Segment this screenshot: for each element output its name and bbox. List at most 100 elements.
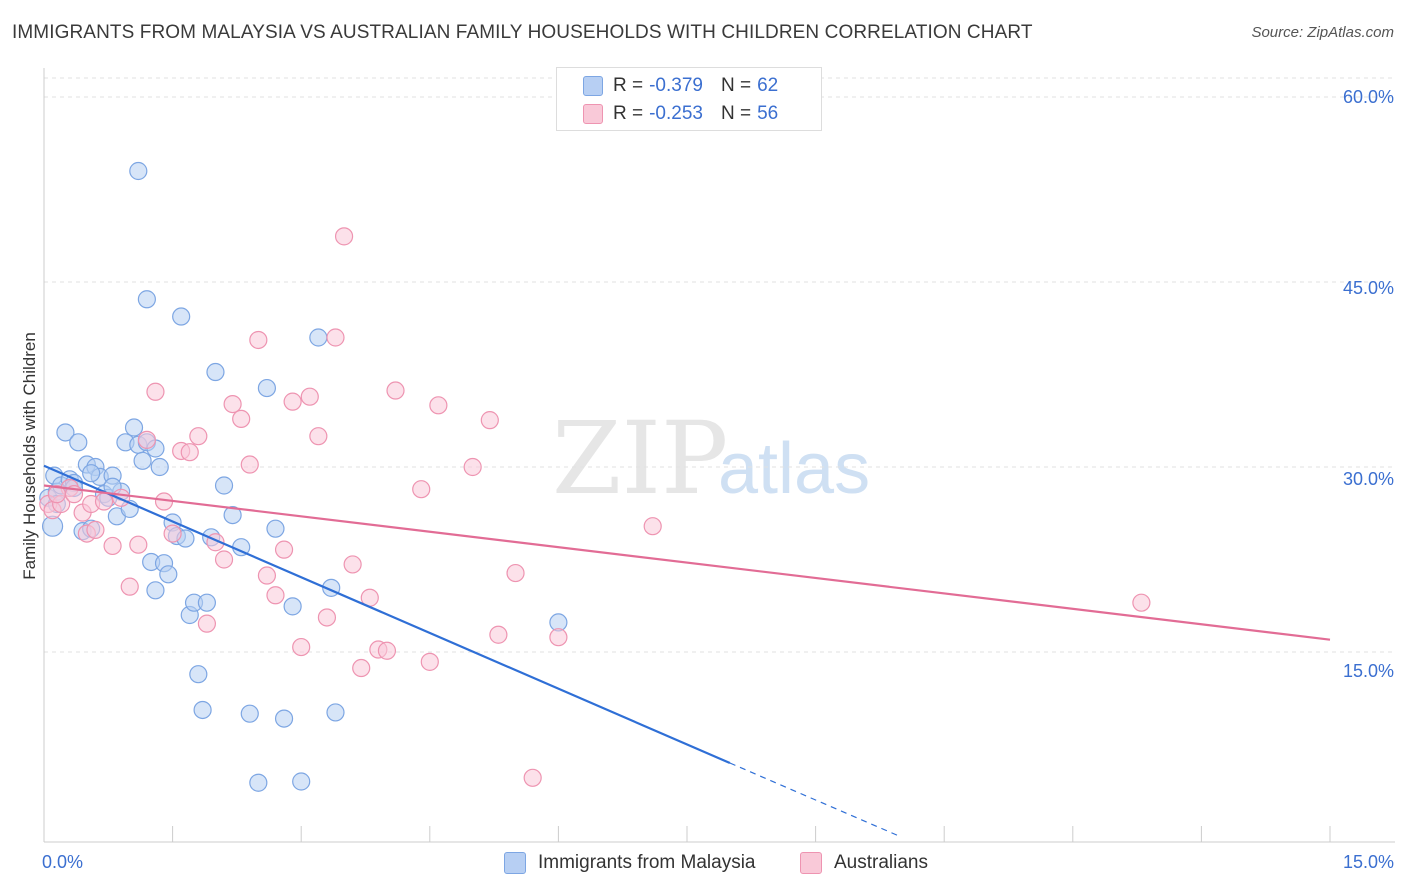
australians-point-33 [300, 387, 319, 406]
y-tick-60: 60.0% [1342, 87, 1394, 107]
australians-point-54 [1132, 593, 1151, 612]
australians-point-12 [120, 577, 139, 596]
australians-point-26 [240, 455, 259, 474]
australians-point-28 [257, 566, 277, 585]
australians-point-29 [266, 586, 285, 605]
australians-point-52 [549, 628, 568, 647]
malaysia-point-32 [172, 307, 191, 326]
y-tick-30: 30.0% [1342, 469, 1394, 489]
legend-row-australians: R = -0.253 N = 56 [583, 102, 778, 126]
legend-swatch-malaysia [583, 76, 603, 96]
australians-point-11 [112, 488, 131, 507]
y-tick-15: 15.0% [1342, 661, 1394, 681]
australians-point-37 [334, 227, 354, 246]
australians-point-36 [326, 328, 345, 347]
australians-point-46 [429, 396, 448, 415]
malaysia-point-44 [223, 505, 242, 525]
malaysia-point-53 [309, 328, 328, 347]
malaysia-point-50 [274, 709, 294, 728]
legend-label-australians: Australians [834, 852, 928, 873]
malaysia-point-38 [197, 593, 216, 612]
malaysia-point-5 [56, 423, 75, 442]
australians-point-27 [249, 330, 268, 350]
australians-point-19 [180, 443, 199, 462]
correlation-legend: R = -0.379 N = 62 R = -0.253 N = 56 [556, 67, 822, 131]
legend-row-malaysia: R = -0.379 N = 62 [583, 74, 778, 98]
australians-point-35 [317, 608, 337, 627]
australians-point-17 [163, 524, 182, 543]
australians-point-38 [343, 555, 362, 574]
australians-point-13 [129, 535, 148, 554]
australians-trend-line [43, 484, 1331, 641]
australians-point-51 [523, 768, 542, 787]
australians-point-15 [146, 382, 165, 401]
legend-item-malaysia[interactable]: Immigrants from Malaysia [504, 852, 756, 874]
australians-point-8 [86, 520, 105, 540]
australians-point-49 [489, 625, 508, 644]
australians-point-32 [292, 637, 311, 657]
source-label: Source: ZipAtlas.com [1251, 24, 1394, 41]
n-value-malaysia: 62 [757, 75, 779, 96]
watermark-zip: ZIP [552, 400, 729, 517]
malaysia-point-27 [150, 457, 169, 477]
australians-point-43 [386, 381, 405, 400]
legend-label-malaysia: Immigrants from Malaysia [538, 852, 756, 873]
australians-point-42 [377, 641, 397, 660]
n-label: N = [720, 103, 752, 124]
legend-item-australians[interactable]: Australians [800, 852, 928, 874]
australians-point-50 [506, 563, 525, 583]
malaysia-point-57 [82, 464, 101, 483]
malaysia-point-52 [292, 772, 311, 791]
legend-swatch-australians [583, 104, 603, 124]
malaysia-point-36 [189, 665, 208, 684]
malaysia-point-23 [133, 451, 152, 470]
australians-point-31 [283, 392, 302, 411]
x-tick-0: 0.0% [42, 852, 84, 872]
malaysia-point-51 [283, 597, 302, 616]
malaysia-point-37 [193, 700, 212, 720]
australians-point-21 [197, 614, 216, 633]
malaysia-point-21 [124, 418, 144, 437]
australians-point-45 [420, 652, 439, 671]
malaysia-point-49 [266, 519, 285, 538]
chart-title: IMMIGRANTS FROM MALAYSIA VS AUSTRALIAN F… [12, 22, 1033, 43]
australians-point-39 [352, 658, 371, 678]
malaysia-point-29 [159, 565, 178, 584]
n-value-australians: 56 [757, 103, 779, 124]
australians-point-47 [463, 457, 482, 477]
australians-point-55 [47, 485, 66, 504]
australians-point-14 [137, 430, 156, 449]
legend-swatch-australians [800, 852, 822, 874]
watermark-atlas: atlas [718, 429, 871, 509]
malaysia-point-8 [69, 433, 88, 452]
malaysia-point-55 [326, 703, 345, 722]
x-tick-15: 15.0% [1342, 852, 1394, 872]
malaysia-point-47 [249, 773, 268, 792]
y-tick-45: 45.0% [1342, 278, 1394, 298]
australians-point-23 [214, 550, 234, 569]
malaysia-point-40 [129, 161, 148, 181]
australians-point-44 [412, 480, 431, 499]
malaysia-point-48 [257, 378, 277, 398]
australians-point-9 [94, 492, 114, 511]
r-value-malaysia: -0.379 [649, 75, 703, 96]
malaysia-point-43 [214, 476, 234, 495]
australians-point-53 [643, 517, 662, 536]
r-label: R = [613, 75, 644, 96]
australians-point-30 [274, 540, 294, 559]
malaysia-point-41 [137, 290, 156, 309]
malaysia-trend-line [43, 464, 731, 765]
malaysia-point-26 [146, 581, 165, 600]
australians-point-10 [103, 536, 122, 556]
australians-point-24 [223, 395, 242, 414]
malaysia-point-46 [240, 704, 259, 723]
australians-point-34 [309, 427, 328, 446]
malaysia-trend-extension [729, 762, 902, 838]
australians-point-20 [189, 427, 208, 446]
australians-point-48 [480, 411, 499, 430]
australians-point-25 [232, 409, 251, 428]
n-label: N = [720, 75, 752, 96]
r-value-australians: -0.253 [649, 103, 703, 124]
malaysia-point-42 [206, 362, 225, 382]
